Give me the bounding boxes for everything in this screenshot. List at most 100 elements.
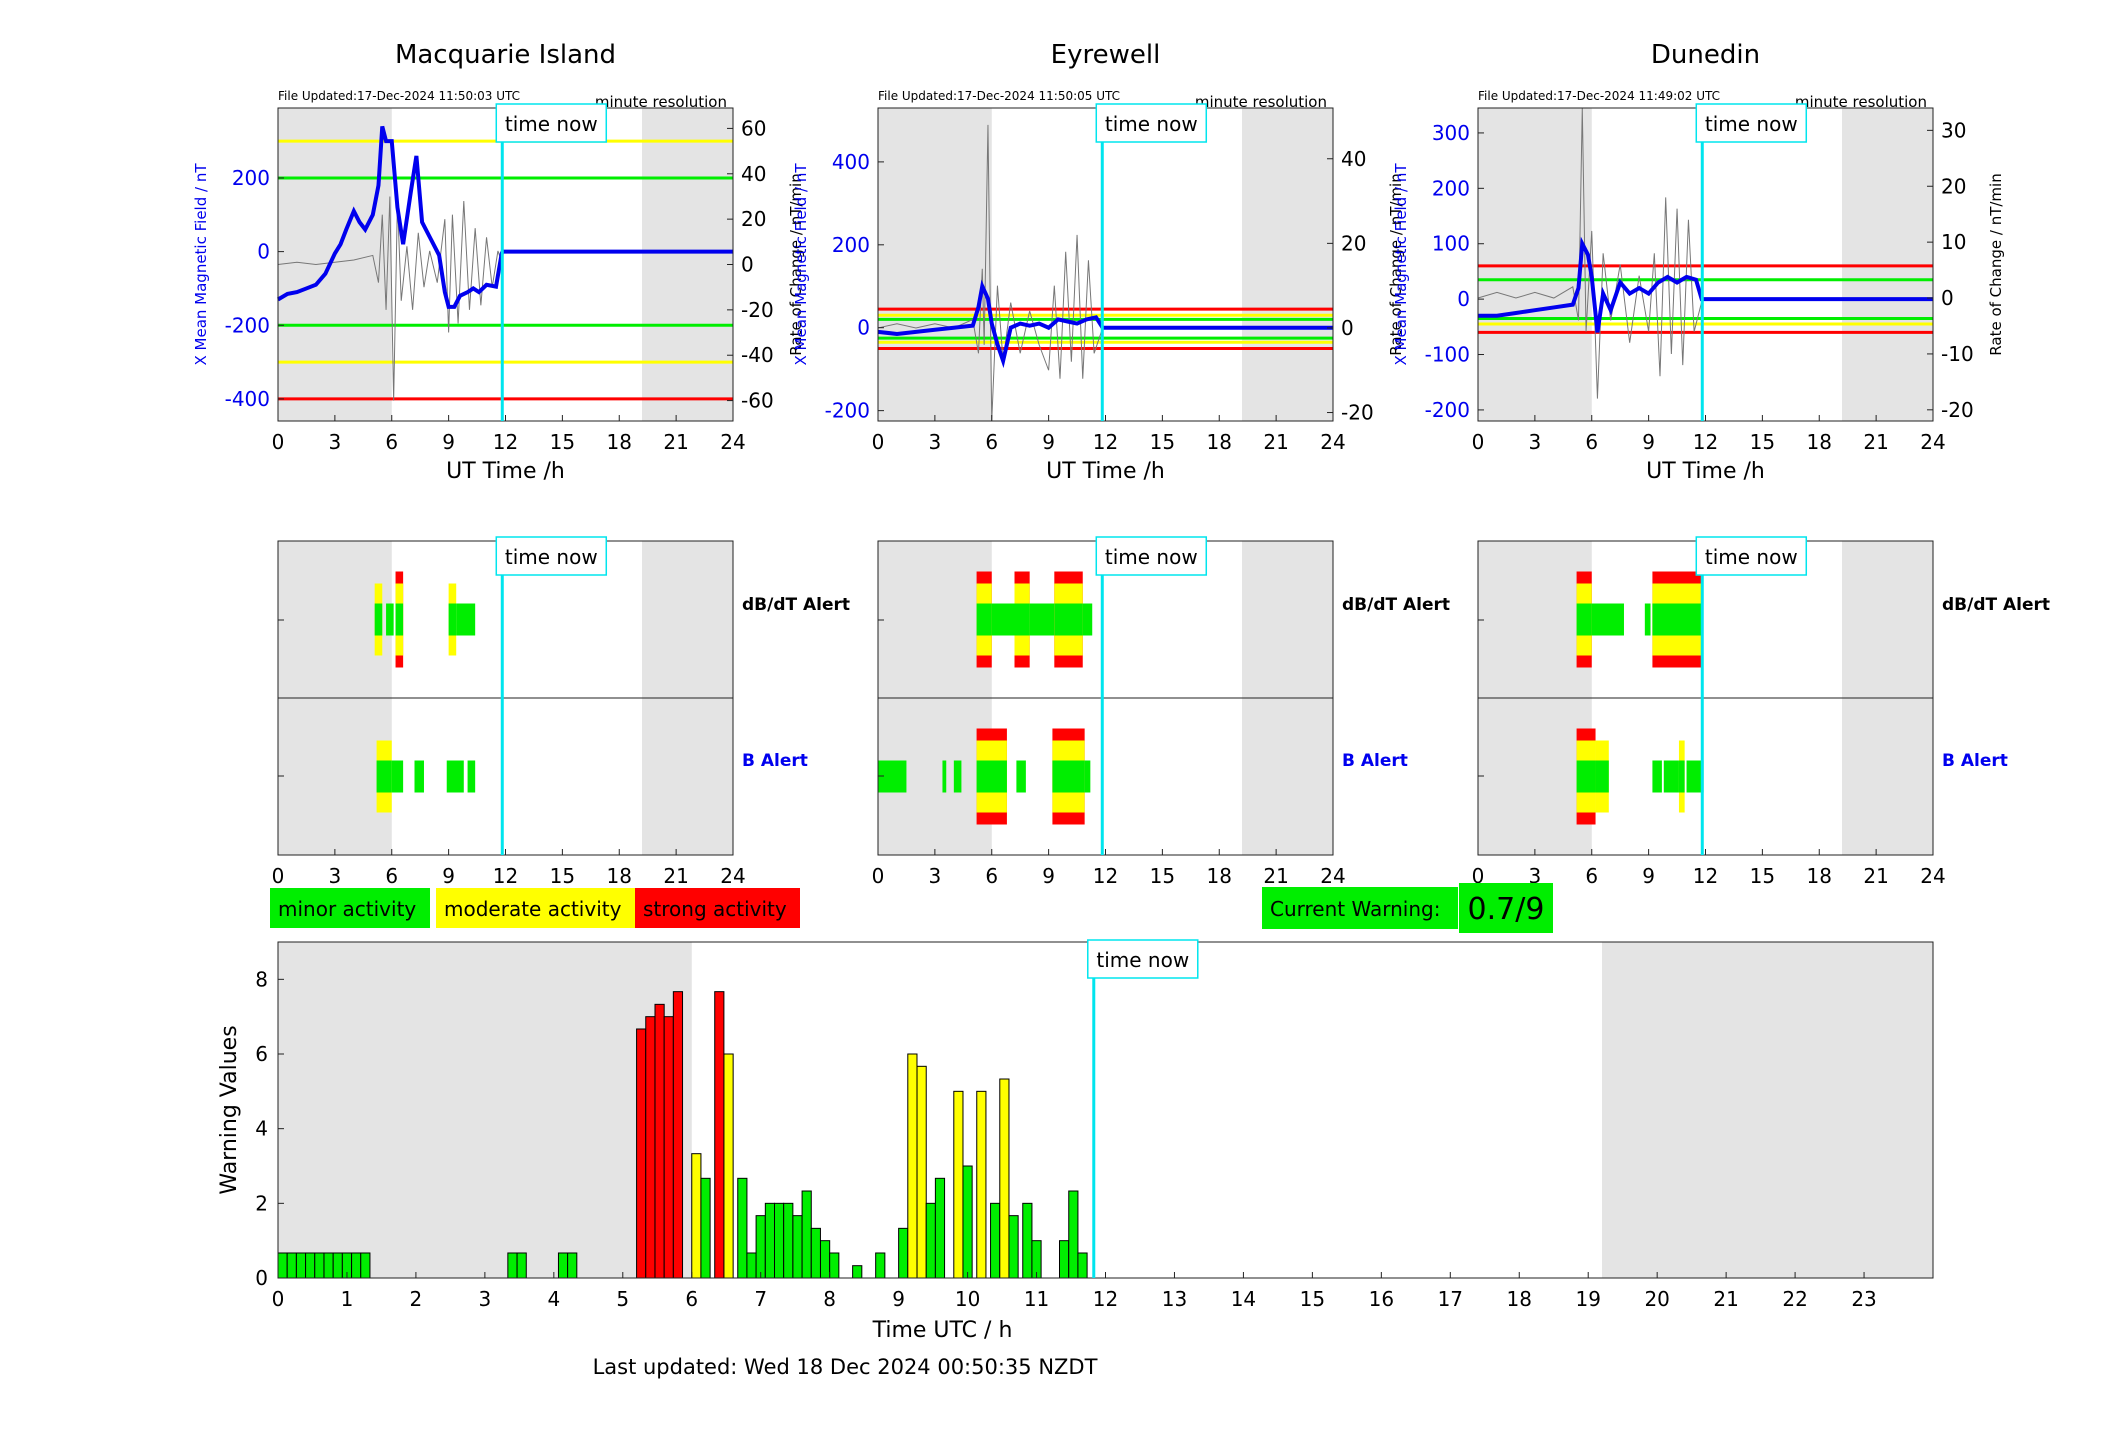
- right-tick-label: 20: [1941, 174, 1966, 198]
- hour-tick-label: 0: [872, 430, 885, 454]
- y-tick-label: 4: [255, 1117, 268, 1141]
- warning-bar: [557, 1252, 569, 1279]
- left-tick-label: 0: [1457, 287, 1470, 311]
- time-now-marker: time now: [495, 536, 608, 576]
- left-tick-label: 400: [832, 150, 870, 174]
- left-tick-label: 0: [857, 316, 870, 340]
- b-alert-bar-minor: [1663, 760, 1679, 793]
- warning-bar: [691, 1153, 702, 1279]
- time-now-label: time now: [1096, 948, 1189, 972]
- hour-tick-label: 9: [442, 864, 455, 888]
- hour-tick-label: 6: [385, 864, 398, 888]
- hour-tick-label: 18: [607, 864, 632, 888]
- rate-ylabel: Rate of Change / nT/min: [1987, 173, 2005, 355]
- b-alert-bar-minor: [1678, 760, 1685, 793]
- warning-bar: [314, 1252, 325, 1279]
- dbdt-alert-bar-minor: [991, 603, 1015, 636]
- hour-tick-label: 0: [272, 864, 285, 888]
- right-tick-label: 0: [1941, 286, 1954, 310]
- warning-bar: [819, 1240, 831, 1279]
- hour-tick-label: 12: [1693, 430, 1718, 454]
- warning-bar: [852, 1265, 863, 1279]
- x-tick-label: 8: [823, 1287, 836, 1311]
- hour-tick-label: 12: [1093, 864, 1118, 888]
- dbdt-alert-bar-minor: [1644, 603, 1651, 636]
- warning-bar: [898, 1227, 909, 1279]
- y-tick-label: 2: [255, 1191, 268, 1215]
- right-tick-label: 30: [1941, 118, 1966, 142]
- x-tick-label: 20: [1644, 1287, 1669, 1311]
- hour-tick-label: 18: [1807, 864, 1832, 888]
- hour-tick-label: 24: [720, 430, 745, 454]
- warning-bar: [737, 1177, 748, 1279]
- dbdt-alert-bar-minor: [456, 603, 476, 636]
- warning-bar: [792, 1215, 803, 1279]
- hour-tick-label: 21: [1863, 864, 1888, 888]
- right-tick-label: 0: [741, 253, 754, 277]
- y-axis-label: Warning Values: [217, 1025, 242, 1194]
- dbdt-alert-bar-minor: [1014, 603, 1030, 636]
- file-updated-text: File Updated:17-Dec-2024 11:49:02 UTC: [1478, 89, 1720, 103]
- warning-bar: [953, 1090, 964, 1279]
- hour-tick-label: 12: [493, 864, 518, 888]
- y-tick-label: 0: [255, 1266, 268, 1290]
- warning-bar: [875, 1252, 886, 1279]
- station-title: Macquarie Island: [395, 40, 616, 70]
- warning-bar: [714, 991, 725, 1279]
- warning-bar: [1008, 1215, 1019, 1279]
- time-now-marker: time now: [1095, 536, 1208, 576]
- station-title: Dunedin: [1651, 40, 1760, 70]
- x-tick-label: 0: [272, 1287, 285, 1311]
- warning-bar: [916, 1065, 927, 1279]
- b-alert-bar-minor: [376, 760, 392, 793]
- x-tick-label: 7: [754, 1287, 767, 1311]
- left-tick-label: 0: [257, 240, 270, 264]
- dbdt-alert-bar-minor: [395, 603, 404, 636]
- left-tick-label: 200: [1432, 176, 1470, 200]
- warning-bar: [636, 1028, 647, 1279]
- y-tick-label: 6: [255, 1042, 268, 1066]
- x-tick-label: 18: [1507, 1287, 1532, 1311]
- b-alert-bar-minor: [1595, 760, 1609, 793]
- x-tick-label: 4: [547, 1287, 560, 1311]
- x-tick-label: 13: [1162, 1287, 1187, 1311]
- current-warning: Current Warning: 0.7/9: [1262, 883, 1553, 933]
- b-alert-bar-minor: [414, 760, 424, 793]
- file-updated-text: File Updated:17-Dec-2024 11:50:03 UTC: [278, 89, 520, 103]
- time-now-label: time now: [505, 545, 598, 569]
- hour-tick-label: 3: [329, 430, 342, 454]
- left-tick-label: -400: [225, 387, 270, 411]
- hour-tick-label: 6: [1585, 430, 1598, 454]
- b-alert-label: B Alert: [1342, 751, 1408, 771]
- legend-swatch-moderate: [436, 888, 636, 928]
- current-warning-value-box: [1459, 883, 1553, 933]
- warning-bar: [1059, 1240, 1070, 1279]
- hour-tick-label: 24: [1320, 864, 1345, 888]
- x-tick-label: 15: [1300, 1287, 1325, 1311]
- dbdt-alert-bar-minor: [374, 603, 383, 636]
- station-title: Eyrewell: [1051, 40, 1161, 70]
- warning-bar: [1077, 1252, 1088, 1279]
- warning-bar: [654, 1003, 665, 1279]
- hour-tick-label: 15: [1150, 864, 1175, 888]
- time-now-marker: time now: [495, 103, 608, 143]
- b-alert-bar-minor: [1576, 760, 1596, 793]
- hour-tick-label: 0: [1472, 864, 1485, 888]
- right-tick-label: -20: [741, 298, 774, 322]
- warning-bar: [286, 1252, 297, 1279]
- right-tick-label: -20: [1941, 398, 1974, 422]
- left-tick-label: 200: [232, 166, 270, 190]
- warning-bar: [976, 1090, 987, 1279]
- x-tick-label: 22: [1782, 1287, 1807, 1311]
- b-alert-label: B Alert: [1942, 751, 2008, 771]
- ut-time-xlabel: UT Time /h: [446, 459, 565, 484]
- hour-tick-label: 15: [1150, 430, 1175, 454]
- b-alert-bar-minor: [976, 760, 1007, 793]
- hour-tick-label: 18: [1807, 430, 1832, 454]
- warning-bar: [516, 1252, 527, 1279]
- hour-tick-label: 3: [329, 864, 342, 888]
- right-tick-label: 10: [1941, 230, 1966, 254]
- time-now-label: time now: [1105, 545, 1198, 569]
